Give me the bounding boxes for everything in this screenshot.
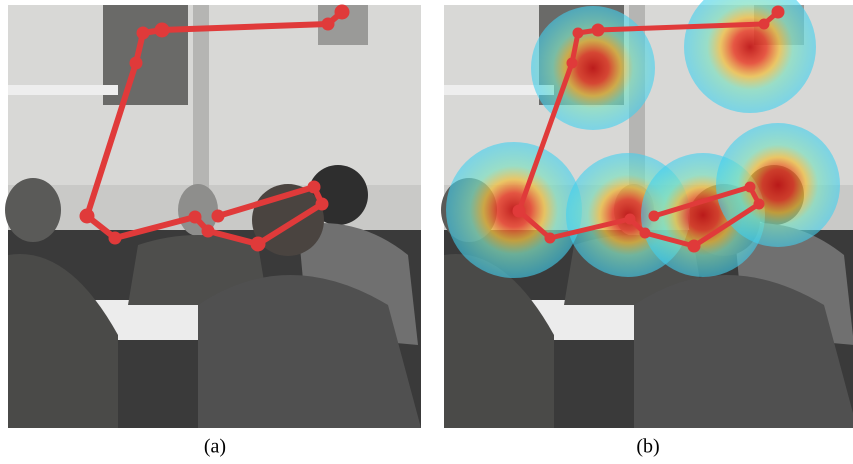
figure: (a) (b): [0, 0, 853, 464]
panel-label: (b): [636, 436, 659, 458]
panel-label: (a): [204, 436, 226, 458]
panel-b: (b): [441, 0, 853, 458]
panel-a: (a): [5, 5, 421, 458]
